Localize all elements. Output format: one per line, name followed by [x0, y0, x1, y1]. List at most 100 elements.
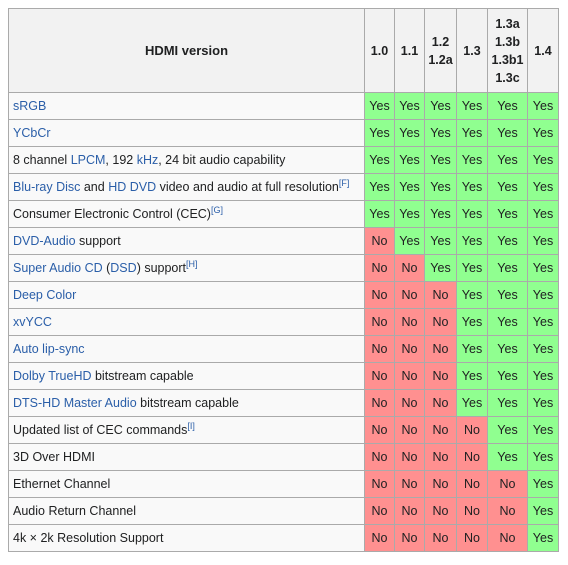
version-label: 1.3a	[495, 16, 520, 31]
yes-cell: Yes	[487, 92, 528, 120]
yes-cell: Yes	[456, 119, 488, 147]
yes-cell: Yes	[527, 389, 559, 417]
yes-cell: Yes	[364, 173, 395, 201]
feature-name: 4k × 2k Resolution Support	[8, 524, 365, 552]
yes-cell: Yes	[527, 443, 559, 471]
table-row: 4k × 2k Resolution Support No No No No No Yes	[8, 524, 559, 552]
feature-text: 3D Over HDMI	[13, 450, 95, 464]
yes-cell: Yes	[424, 227, 457, 255]
no-cell: No	[487, 524, 528, 552]
feature-link[interactable]: Super Audio CD	[13, 261, 103, 275]
feature-text: video and audio at full resolution	[156, 180, 339, 194]
no-cell: No	[394, 416, 425, 444]
table-row: Updated list of CEC commands[I] No No No No Y…	[8, 416, 559, 444]
yes-cell: Yes	[527, 470, 559, 498]
hdmi-version-table: HDMI version 1.0 1.1 1.2 1.2a 1.3 1.3a 1.3b 1.3…	[8, 8, 559, 552]
version-label: 1.2a	[428, 52, 453, 67]
yes-cell: Yes	[487, 200, 528, 228]
feature-link[interactable]: Auto lip-sync	[13, 342, 85, 356]
yes-cell: Yes	[394, 146, 425, 174]
yes-cell: Yes	[487, 227, 528, 255]
no-cell: No	[364, 308, 395, 336]
no-cell: No	[394, 443, 425, 471]
footnote-link[interactable]: [F]	[338, 177, 350, 188]
no-cell: No	[364, 443, 395, 471]
feature-link[interactable]: Dolby TrueHD	[13, 369, 92, 383]
yes-cell: Yes	[394, 227, 425, 255]
yes-cell: Yes	[487, 254, 528, 282]
feature-link[interactable]: HD DVD	[108, 180, 157, 194]
yes-cell: Yes	[394, 173, 425, 201]
yes-cell: Yes	[456, 227, 488, 255]
no-cell: No	[364, 227, 395, 255]
yes-cell: Yes	[527, 173, 559, 201]
feature-name: 3D Over HDMI	[8, 443, 365, 471]
feature-text: (	[102, 261, 111, 275]
table-row: Dolby TrueHD bitstream capable No No No Yes Y…	[8, 362, 559, 390]
yes-cell: Yes	[364, 92, 395, 120]
feature-link[interactable]: Blu-ray Disc	[13, 180, 81, 194]
feature-link[interactable]: DTS-HD Master Audio	[13, 396, 137, 410]
feature-link[interactable]: LPCM	[70, 153, 106, 167]
no-cell: No	[487, 497, 528, 525]
feature-link[interactable]: DSD	[110, 261, 137, 275]
yes-cell: Yes	[424, 146, 457, 174]
table-row: Consumer Electronic Control (CEC)[G] Yes Y…	[8, 200, 559, 228]
no-cell: No	[364, 254, 395, 282]
yes-cell: Yes	[456, 389, 488, 417]
yes-cell: Yes	[527, 416, 559, 444]
version-header-3: 1.3	[456, 8, 488, 93]
no-cell: No	[424, 389, 457, 417]
feature-link[interactable]: kHz	[136, 153, 159, 167]
feature-name: 8 channel LPCM, 192 kHz, 24 bit audio ca…	[8, 146, 365, 174]
no-cell: No	[424, 362, 457, 390]
no-cell: No	[394, 254, 425, 282]
feature-name: Dolby TrueHD bitstream capable	[8, 362, 365, 390]
feature-text: Updated list of CEC commands	[13, 423, 188, 437]
feature-link[interactable]: YCbCr	[13, 126, 51, 140]
yes-cell: Yes	[527, 497, 559, 525]
footnote-link[interactable]: [I]	[187, 420, 195, 431]
version-header-0: 1.0	[364, 8, 395, 93]
no-cell: No	[456, 443, 488, 471]
footnote-link[interactable]: [H]	[186, 258, 198, 269]
no-cell: No	[424, 497, 457, 525]
version-label: 1.0	[370, 43, 389, 58]
feature-link[interactable]: xvYCC	[13, 315, 52, 329]
yes-cell: Yes	[456, 308, 488, 336]
yes-cell: Yes	[424, 254, 457, 282]
no-cell: No	[364, 389, 395, 417]
yes-cell: Yes	[424, 119, 457, 147]
feature-name: DTS-HD Master Audio bitstream capable	[8, 389, 365, 417]
feature-link[interactable]: Deep Color	[13, 288, 77, 302]
no-cell: No	[394, 470, 425, 498]
yes-cell: Yes	[394, 119, 425, 147]
yes-cell: Yes	[527, 92, 559, 120]
no-cell: No	[394, 362, 425, 390]
no-cell: No	[364, 281, 395, 309]
version-header-1: 1.1	[394, 8, 425, 93]
feature-name: Super Audio CD (DSD) support[H]	[8, 254, 365, 282]
yes-cell: Yes	[456, 254, 488, 282]
yes-cell: Yes	[424, 92, 457, 120]
yes-cell: Yes	[487, 362, 528, 390]
no-cell: No	[364, 362, 395, 390]
footnote-link[interactable]: [G]	[210, 204, 223, 215]
no-cell: No	[394, 524, 425, 552]
feature-text: Ethernet Channel	[13, 477, 111, 491]
feature-link[interactable]: DVD-Audio	[13, 234, 76, 248]
feature-text: Consumer Electronic Control (CEC)	[13, 207, 211, 221]
yes-cell: Yes	[364, 119, 395, 147]
no-cell: No	[424, 524, 457, 552]
version-header-5: 1.4	[527, 8, 559, 93]
table-row: Blu-ray Disc and HD DVD video and audio …	[8, 173, 559, 201]
yes-cell: Yes	[487, 146, 528, 174]
feature-link[interactable]: sRGB	[13, 99, 47, 113]
table-row: Audio Return Channel No No No No No Yes	[8, 497, 559, 525]
yes-cell: Yes	[424, 173, 457, 201]
feature-text: 8 channel	[13, 153, 71, 167]
no-cell: No	[456, 416, 488, 444]
yes-cell: Yes	[364, 146, 395, 174]
yes-cell: Yes	[527, 254, 559, 282]
yes-cell: Yes	[487, 443, 528, 471]
